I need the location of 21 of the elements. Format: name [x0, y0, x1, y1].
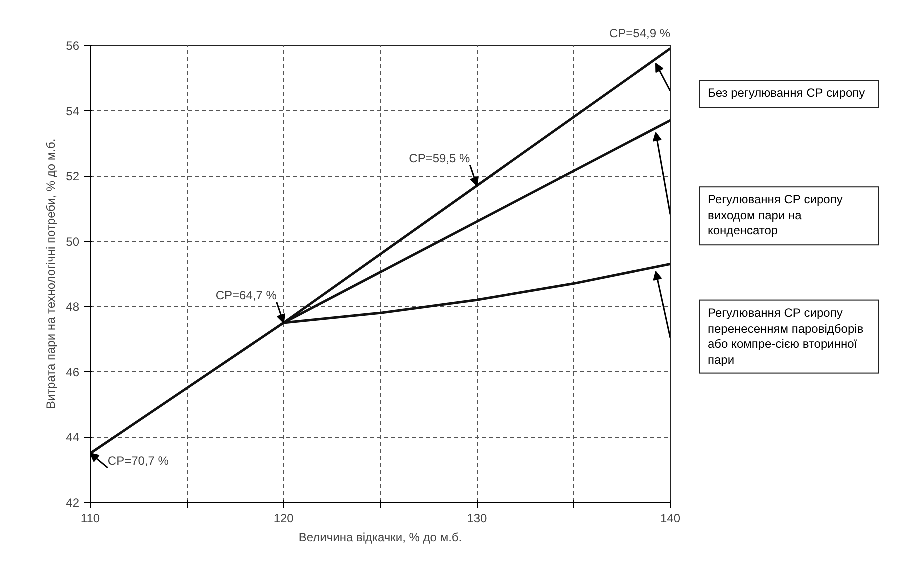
- y-tick-label: 46: [66, 365, 80, 380]
- y-tick-label: 50: [66, 234, 80, 249]
- y-tick-label: 48: [66, 300, 80, 314]
- text: Без регулювання СР сиропу: [699, 80, 879, 108]
- x-tick-label: 120: [274, 512, 294, 526]
- annotation: СР=70,7 %: [108, 454, 170, 468]
- x-axis-title: Величина відкачки, % до м.б.: [298, 530, 462, 544]
- y-axis-title: Витрата пари на технологічні потреби, % до м.б.: [44, 138, 58, 410]
- annotation: СР=54,9 %: [609, 26, 671, 40]
- x-tick-label: 140: [660, 512, 681, 526]
- y-tick-label: 54: [66, 104, 80, 118]
- y-tick-label: 42: [66, 496, 80, 510]
- text: Регулювання СР сиропу перенесенням паровідборів або компре-сією вторинної пари: [699, 300, 879, 374]
- text: Регулювання СР сиропу виходом пари на конденсатор: [699, 186, 879, 246]
- y-tick-label: 44: [66, 430, 80, 445]
- y-tick-label: 52: [66, 170, 80, 184]
- y-tick-label: 56: [66, 39, 80, 53]
- annotation: СР=59,5 %: [409, 151, 471, 166]
- x-tick-label: 130: [467, 512, 488, 526]
- annotation: СР=64,7 %: [216, 288, 278, 302]
- x-tick-label: 110: [80, 512, 100, 526]
